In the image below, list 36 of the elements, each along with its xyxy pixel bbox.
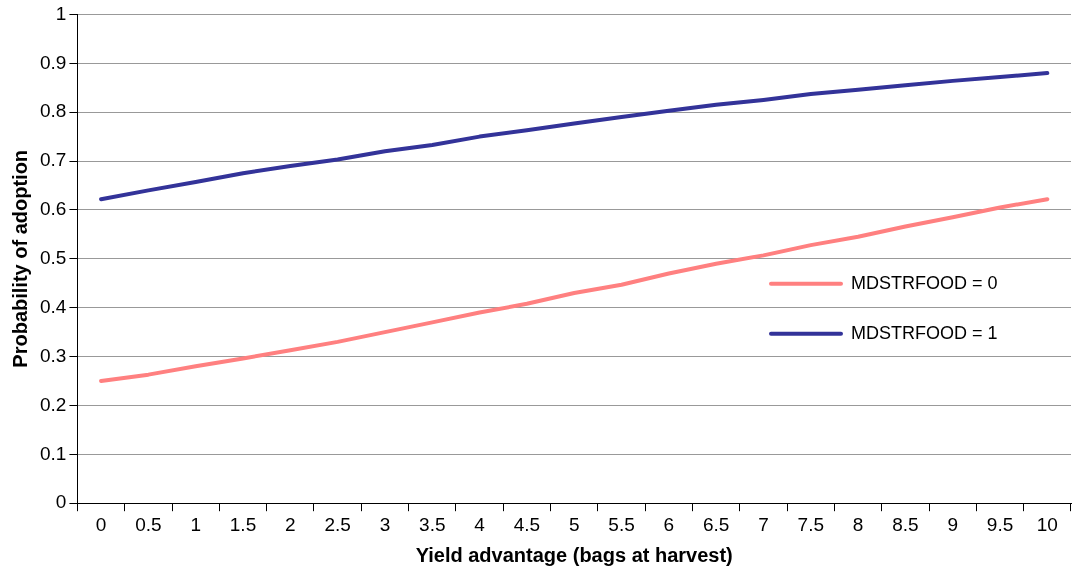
x-tick-label: 1 — [190, 513, 201, 535]
y-tick-label: 0.9 — [39, 51, 67, 73]
y-tick-label: 0.1 — [39, 442, 67, 464]
x-tick-label: 7.5 — [797, 513, 824, 535]
y-tick-label: 0.3 — [39, 344, 67, 366]
x-tick-label: 2 — [285, 513, 296, 535]
y-tick-label: 0.8 — [39, 100, 67, 122]
x-tick-label: 2.5 — [324, 513, 351, 535]
x-tick-label: 7 — [758, 513, 769, 535]
y-tick-label: 0.6 — [39, 198, 67, 220]
x-tick-label: 0 — [95, 513, 107, 535]
y-tick-label: 1 — [55, 2, 67, 24]
x-tick-label: 9.5 — [986, 513, 1014, 535]
x-tick-label: 3.5 — [419, 513, 446, 535]
x-tick-label: 4.5 — [513, 513, 541, 535]
y-axis-title: Probability of adoption — [8, 149, 31, 368]
y-tick-label: 0.2 — [39, 393, 67, 415]
x-tick-label: 8.5 — [892, 513, 919, 535]
x-tick-label: 5.5 — [608, 513, 635, 535]
x-tick-label: 8 — [852, 513, 864, 535]
legend-label: MDSTRFOOD = 1 — [851, 322, 998, 343]
x-tick-label: 6 — [663, 513, 675, 535]
x-tick-label: 9 — [947, 513, 958, 535]
y-tick-label: 0.5 — [39, 247, 67, 269]
legend-label: MDSTRFOOD = 0 — [851, 272, 998, 293]
x-tick-label: 6.5 — [702, 513, 730, 535]
x-tick-label: 10 — [1036, 513, 1058, 535]
x-tick-label: 3 — [379, 513, 391, 535]
x-axis-title: Yield advantage (bags at harvest) — [415, 543, 733, 566]
y-tick-label: 0.4 — [39, 295, 67, 317]
x-tick-label: 1.5 — [229, 513, 257, 535]
x-tick-label: 4 — [474, 513, 486, 535]
x-tick-label: 5 — [568, 513, 580, 535]
y-tick-label: 0 — [55, 491, 67, 513]
y-tick-label: 0.7 — [39, 149, 67, 171]
x-tick-label: 0.5 — [135, 513, 162, 535]
